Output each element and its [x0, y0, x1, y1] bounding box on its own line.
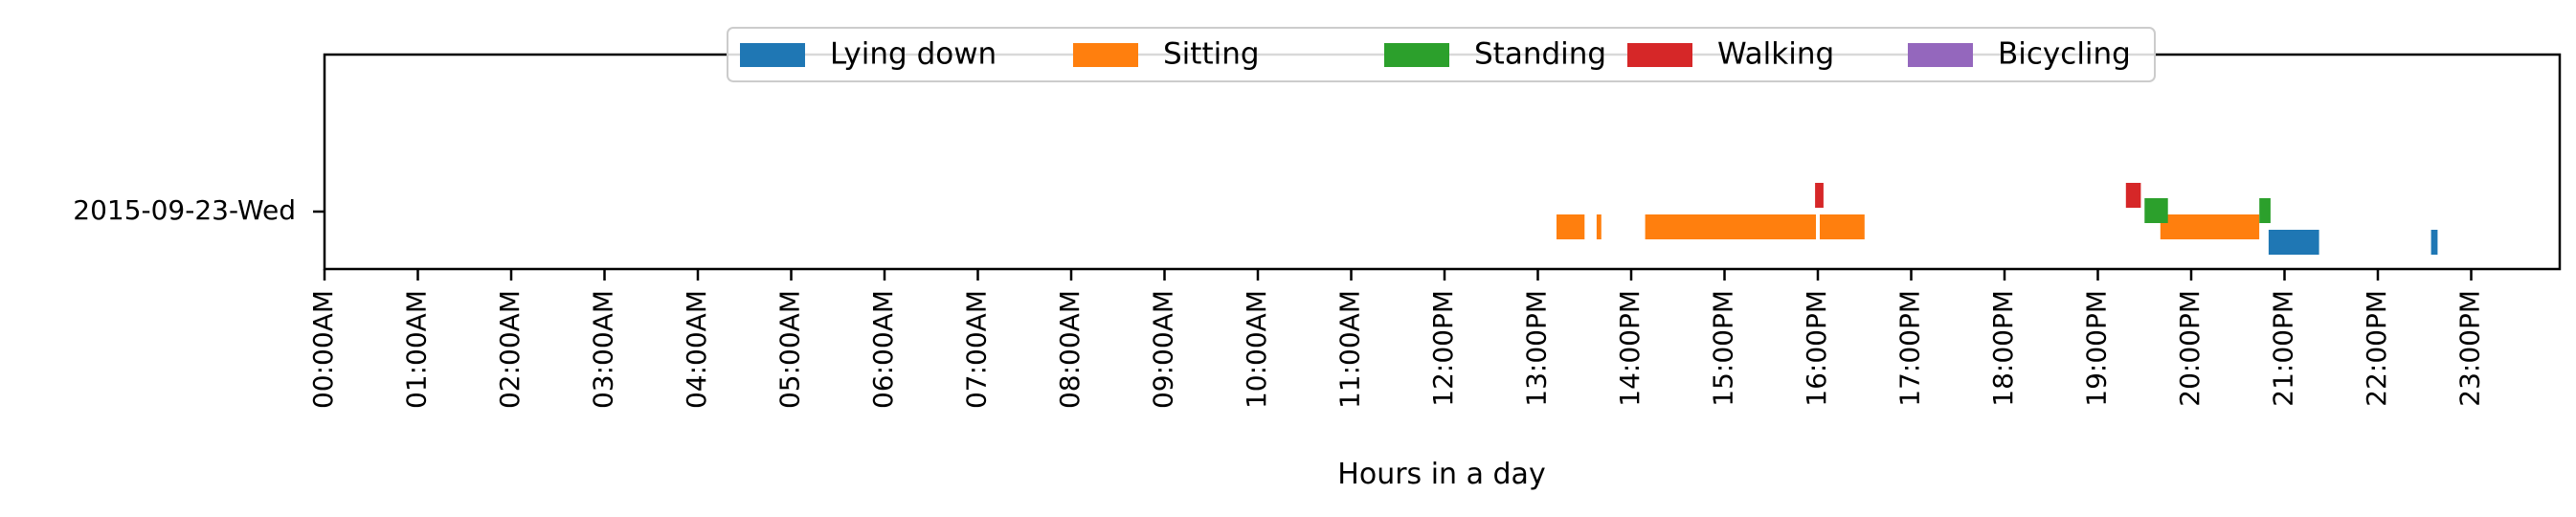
x-tick-label: 00:00AM [307, 290, 339, 409]
legend-label: Walking [1717, 37, 1834, 72]
x-tick-label: 12:00PM [1427, 290, 1459, 407]
legend-swatch [1384, 43, 1449, 67]
activity-bar [1596, 214, 1602, 239]
legend-label: Standing [1474, 37, 1606, 72]
x-tick-label: 07:00AM [961, 290, 993, 409]
x-tick-label: 18:00PM [1987, 290, 2019, 407]
x-tick-label: 15:00PM [1708, 290, 1739, 407]
x-tick-label: 23:00PM [2454, 290, 2486, 407]
x-tick-label: 05:00AM [774, 290, 806, 409]
x-tick-label: 17:00PM [1894, 290, 1926, 407]
x-tick-label: 09:00AM [1148, 290, 1179, 409]
bars-layer [1557, 183, 2438, 255]
activity-bar [2160, 214, 2260, 239]
y-axis: 2015-09-23-Wed [73, 194, 325, 226]
x-tick-label: 08:00AM [1054, 290, 1086, 409]
activity-bar [1820, 214, 1865, 239]
x-axis: 00:00AM 01:00AM 02:00AM 03:00AM 04:00AM 05:00… [307, 269, 2486, 409]
x-tick-label: 02:00AM [494, 290, 526, 409]
activity-bar [2259, 198, 2271, 223]
legend-swatch [1073, 43, 1138, 67]
x-tick-label: 22:00PM [2361, 290, 2392, 407]
x-tick-label: 03:00AM [588, 290, 619, 409]
x-tick-label: 19:00PM [2081, 290, 2113, 407]
x-tick-label: 20:00PM [2174, 290, 2206, 407]
activity-bar [2268, 230, 2319, 255]
x-tick-label: 21:00PM [2268, 290, 2299, 407]
x-tick-label: 04:00AM [681, 290, 712, 409]
legend-swatch [740, 43, 805, 67]
x-tick-label: 14:00PM [1614, 290, 1646, 407]
legend-label: Bicycling [1998, 37, 2131, 72]
legend-label: Sitting [1163, 37, 1260, 72]
activity-bar [1557, 214, 1585, 239]
legend-swatch [1627, 43, 1692, 67]
y-tick-label: 2015-09-23-Wed [73, 194, 296, 226]
legend: Lying down Sitting Standing Walking Bicyclin… [727, 27, 2156, 82]
activity-bar [1815, 183, 1824, 208]
legend-swatch [1908, 43, 1973, 67]
activity-bar [2430, 230, 2438, 255]
x-axis-title: Hours in a day [1337, 458, 1545, 491]
x-tick-label: 10:00AM [1241, 290, 1272, 409]
x-tick-label: 16:00PM [1801, 290, 1832, 407]
x-tick-label: 06:00AM [867, 290, 899, 409]
x-tick-label: 01:00AM [401, 290, 433, 409]
activity-bar [2144, 198, 2168, 223]
legend-label: Lying down [830, 37, 997, 72]
x-tick-label: 11:00AM [1334, 290, 1366, 409]
x-tick-label: 13:00PM [1521, 290, 1553, 407]
activity-bar [2125, 183, 2141, 208]
activity-bar [1645, 214, 1816, 239]
